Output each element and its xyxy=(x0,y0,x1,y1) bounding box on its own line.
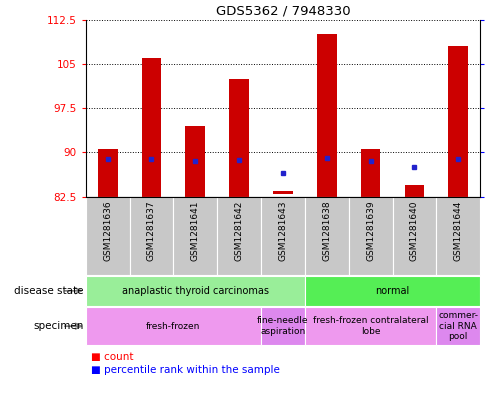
Bar xyxy=(129,196,173,275)
Text: normal: normal xyxy=(375,286,410,296)
Text: GSM1281640: GSM1281640 xyxy=(410,200,419,261)
Bar xyxy=(437,307,480,345)
Text: disease state: disease state xyxy=(14,286,83,296)
Text: fresh-frozen: fresh-frozen xyxy=(146,322,200,331)
Bar xyxy=(305,196,349,275)
Text: GSM1281636: GSM1281636 xyxy=(103,200,112,261)
Bar xyxy=(261,196,305,275)
Bar xyxy=(142,58,161,196)
Text: ■ percentile rank within the sample: ■ percentile rank within the sample xyxy=(91,365,279,375)
Text: ■ count: ■ count xyxy=(91,352,133,362)
Text: GSM1281643: GSM1281643 xyxy=(278,200,288,261)
Text: GSM1281638: GSM1281638 xyxy=(322,200,331,261)
Bar xyxy=(261,307,305,345)
Bar xyxy=(185,126,205,196)
Bar xyxy=(305,307,437,345)
Bar xyxy=(86,276,305,306)
Bar xyxy=(98,149,118,196)
Bar xyxy=(349,196,392,275)
Bar xyxy=(448,46,468,196)
Text: commer-
cial RNA
pool: commer- cial RNA pool xyxy=(438,311,478,341)
Bar xyxy=(217,196,261,275)
Text: anaplastic thyroid carcinomas: anaplastic thyroid carcinomas xyxy=(122,286,269,296)
Text: fine-needle
aspiration: fine-needle aspiration xyxy=(257,316,309,336)
Bar xyxy=(405,185,424,196)
Bar xyxy=(305,276,480,306)
Bar xyxy=(86,307,261,345)
Bar xyxy=(173,196,217,275)
Text: GSM1281641: GSM1281641 xyxy=(191,200,200,261)
Text: GSM1281642: GSM1281642 xyxy=(235,200,244,261)
Bar xyxy=(86,196,129,275)
Text: GSM1281637: GSM1281637 xyxy=(147,200,156,261)
Bar xyxy=(273,191,293,193)
Bar xyxy=(317,35,337,197)
Bar xyxy=(437,196,480,275)
Text: GSM1281639: GSM1281639 xyxy=(366,200,375,261)
Text: specimen: specimen xyxy=(33,321,83,331)
Bar xyxy=(229,79,249,196)
Text: GSM1281644: GSM1281644 xyxy=(454,200,463,261)
Bar xyxy=(361,149,381,196)
Bar xyxy=(392,196,437,275)
Title: GDS5362 / 7948330: GDS5362 / 7948330 xyxy=(216,4,350,17)
Text: fresh-frozen contralateral
lobe: fresh-frozen contralateral lobe xyxy=(313,316,428,336)
